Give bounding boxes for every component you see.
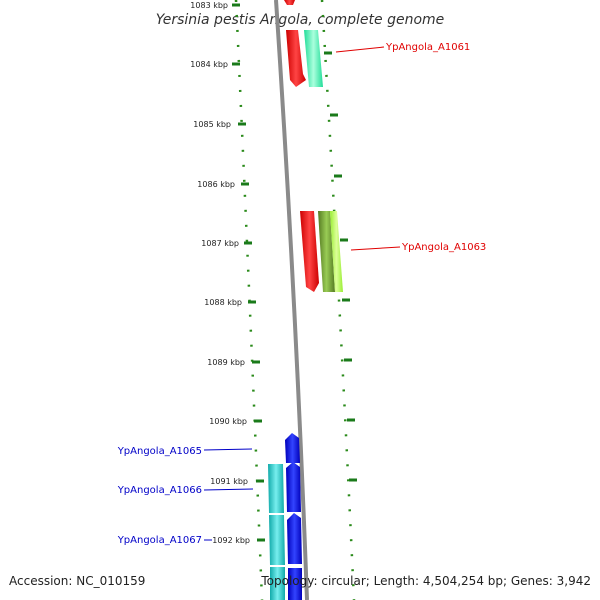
genome-summary-text: Topology: circular; Length: 4,504,254 bp… — [261, 574, 591, 588]
scale-label: 1087 kbp — [201, 239, 239, 248]
scale-label: 1085 kbp — [193, 120, 231, 129]
gene-feature-cyan[interactable] — [270, 567, 285, 600]
gene-feature-cyan[interactable] — [268, 464, 284, 513]
gene-feature-blue[interactable] — [288, 568, 302, 600]
gene-label-a1065[interactable]: YpAngola_A1065 — [117, 446, 202, 457]
scale-label: 1090 kbp — [209, 417, 247, 426]
scale-label: 1091 kbp — [210, 477, 248, 486]
gene-label-a1066[interactable]: YpAngola_A1066 — [117, 485, 202, 496]
outer-tick-ring — [234, 0, 264, 600]
genome-backbone — [274, 0, 309, 600]
gene-label-a1061[interactable]: YpAngola_A1061 — [385, 42, 470, 53]
map-title: Yersinia pestis Angola, complete genome — [156, 12, 445, 28]
scale-label: 1092 kbp — [212, 536, 250, 545]
scale-label: 1089 kbp — [207, 358, 245, 367]
gene-feature-red[interactable] — [300, 211, 319, 292]
gene-feature-red[interactable] — [284, 0, 295, 5]
gene-label-leader — [335, 46, 385, 53]
gene-feature-green[interactable] — [318, 211, 335, 292]
gene-label-leader — [203, 448, 253, 451]
gene-label-leader — [203, 488, 254, 491]
gene-feature-lime[interactable] — [330, 211, 343, 292]
scale-label: 1084 kbp — [190, 60, 228, 69]
inner-gc-ring — [320, 0, 356, 600]
gene-label-a1067[interactable]: YpAngola_A1067 — [117, 535, 202, 546]
gene-feature-red[interactable] — [286, 30, 306, 87]
gene-feature-cyan[interactable] — [269, 515, 285, 565]
scale-label: 1086 kbp — [197, 180, 235, 189]
gene-feature-blue[interactable] — [285, 433, 300, 463]
gene-label-leader — [350, 246, 401, 251]
gene-feature-blue[interactable] — [287, 513, 302, 564]
accession-text: Accession: NC_010159 — [9, 574, 146, 588]
scale-label: 1083 kbp — [190, 1, 228, 10]
scale-tick-marks — [232, 3, 357, 542]
gene-feature-blue[interactable] — [286, 462, 301, 512]
gene-label-a1063[interactable]: YpAngola_A1063 — [401, 242, 486, 253]
gene-feature-teal[interactable] — [304, 30, 323, 87]
scale-label: 1088 kbp — [204, 298, 242, 307]
